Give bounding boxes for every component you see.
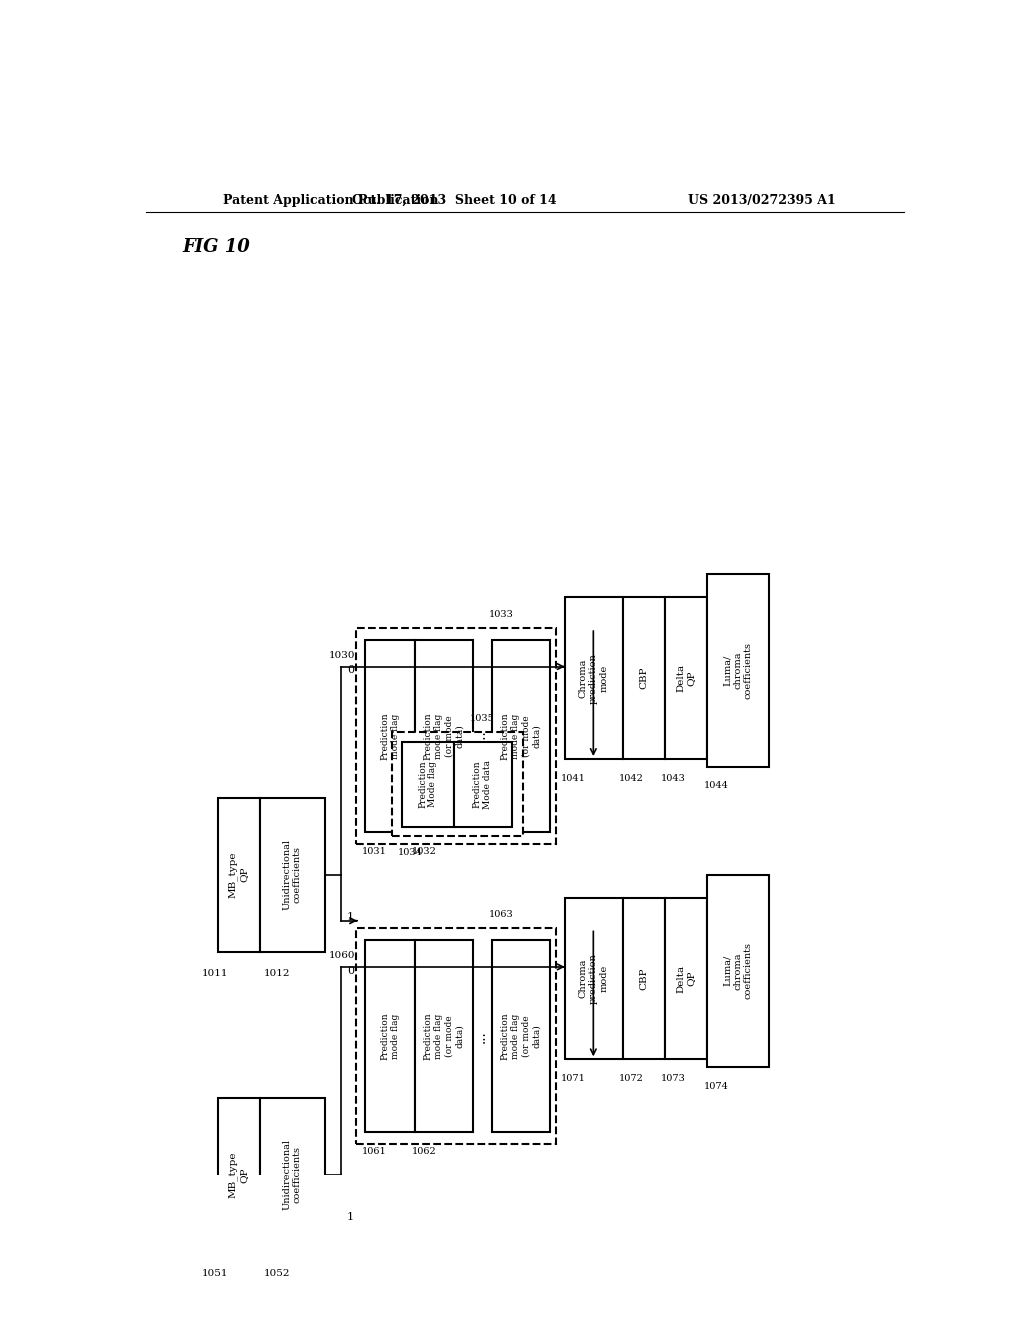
Bar bbox=[401, 742, 454, 826]
Text: 1062: 1062 bbox=[412, 1147, 436, 1156]
Text: 1071: 1071 bbox=[561, 1074, 586, 1082]
Text: 1033: 1033 bbox=[488, 610, 513, 619]
Text: 1: 1 bbox=[347, 912, 354, 921]
Text: 1042: 1042 bbox=[618, 774, 644, 783]
Text: 1041: 1041 bbox=[561, 774, 586, 783]
Bar bbox=[366, 640, 416, 832]
Bar bbox=[665, 597, 708, 759]
Text: Oct. 17, 2013  Sheet 10 of 14: Oct. 17, 2013 Sheet 10 of 14 bbox=[351, 194, 556, 207]
Bar bbox=[493, 640, 550, 832]
Text: 1035: 1035 bbox=[470, 714, 495, 722]
Bar bbox=[416, 940, 473, 1133]
Text: Luma/
chroma
coefficients: Luma/ chroma coefficients bbox=[723, 642, 753, 700]
Text: 1012: 1012 bbox=[264, 969, 290, 978]
Text: US 2013/0272395 A1: US 2013/0272395 A1 bbox=[688, 194, 836, 207]
Bar bbox=[565, 597, 623, 759]
Bar bbox=[366, 940, 416, 1133]
Text: Luma/
chroma
coefficients: Luma/ chroma coefficients bbox=[723, 942, 753, 999]
Text: Prediction
mode flag
(or mode
data): Prediction mode flag (or mode data) bbox=[424, 711, 464, 760]
Text: 1073: 1073 bbox=[662, 1074, 686, 1082]
Text: 1072: 1072 bbox=[618, 1074, 644, 1082]
Bar bbox=[392, 733, 523, 836]
Text: 1034: 1034 bbox=[397, 849, 423, 858]
Text: ...: ... bbox=[474, 730, 487, 742]
Text: 1060: 1060 bbox=[330, 950, 355, 960]
Bar bbox=[454, 742, 512, 826]
Text: 1044: 1044 bbox=[703, 781, 728, 791]
Text: ...: ... bbox=[474, 1030, 487, 1043]
Bar bbox=[665, 898, 708, 1059]
Text: FIG 10: FIG 10 bbox=[183, 238, 251, 256]
Text: Unidirectional
coefficients: Unidirectional coefficients bbox=[283, 1139, 302, 1210]
Text: Delta
QP: Delta QP bbox=[676, 965, 695, 993]
Text: 1061: 1061 bbox=[361, 1147, 386, 1156]
Text: 1030: 1030 bbox=[330, 651, 355, 660]
Text: 1051: 1051 bbox=[202, 1269, 228, 1278]
Text: 1052: 1052 bbox=[264, 1269, 290, 1278]
Bar bbox=[260, 797, 326, 952]
Text: 1: 1 bbox=[347, 1212, 354, 1222]
Text: Patent Application Publication: Patent Application Publication bbox=[223, 194, 438, 207]
Text: 1063: 1063 bbox=[488, 909, 513, 919]
Text: Prediction
mode flag: Prediction mode flag bbox=[380, 1012, 399, 1060]
Text: Prediction
mode flag
(or mode
data): Prediction mode flag (or mode data) bbox=[501, 711, 541, 760]
Bar bbox=[565, 898, 623, 1059]
Text: Unidirectional
coefficients: Unidirectional coefficients bbox=[283, 840, 302, 909]
Bar bbox=[708, 875, 769, 1067]
Text: MB_type
QP: MB_type QP bbox=[228, 851, 249, 898]
Text: Prediction
Mode flag: Prediction Mode flag bbox=[418, 760, 437, 808]
Bar bbox=[708, 574, 769, 767]
Text: Chroma
prediction
mode: Chroma prediction mode bbox=[579, 953, 608, 1003]
Text: 1031: 1031 bbox=[361, 847, 386, 855]
Text: CBP: CBP bbox=[639, 968, 648, 990]
Text: MB_type
QP: MB_type QP bbox=[228, 1151, 249, 1199]
Bar bbox=[623, 898, 665, 1059]
Bar bbox=[356, 928, 556, 1144]
Text: 0: 0 bbox=[347, 665, 354, 676]
Text: Prediction
Mode data: Prediction Mode data bbox=[473, 760, 493, 809]
Text: Prediction
mode flag
(or mode
data): Prediction mode flag (or mode data) bbox=[424, 1012, 464, 1060]
Bar bbox=[416, 640, 473, 832]
Text: 1011: 1011 bbox=[202, 969, 228, 978]
Text: Chroma
prediction
mode: Chroma prediction mode bbox=[579, 653, 608, 704]
Text: 1043: 1043 bbox=[662, 774, 686, 783]
Text: Delta
QP: Delta QP bbox=[676, 664, 695, 692]
Bar bbox=[217, 1098, 260, 1251]
Bar bbox=[217, 797, 260, 952]
Bar bbox=[356, 628, 556, 843]
Bar bbox=[260, 1098, 326, 1251]
Bar bbox=[623, 597, 665, 759]
Text: 1032: 1032 bbox=[412, 847, 436, 855]
Text: CBP: CBP bbox=[639, 667, 648, 689]
Bar bbox=[493, 940, 550, 1133]
Text: 1074: 1074 bbox=[703, 1082, 728, 1090]
Text: 0: 0 bbox=[347, 966, 354, 975]
Text: Prediction
mode flag
(or mode
data): Prediction mode flag (or mode data) bbox=[501, 1012, 541, 1060]
Text: Prediction
mode flag: Prediction mode flag bbox=[380, 711, 399, 760]
